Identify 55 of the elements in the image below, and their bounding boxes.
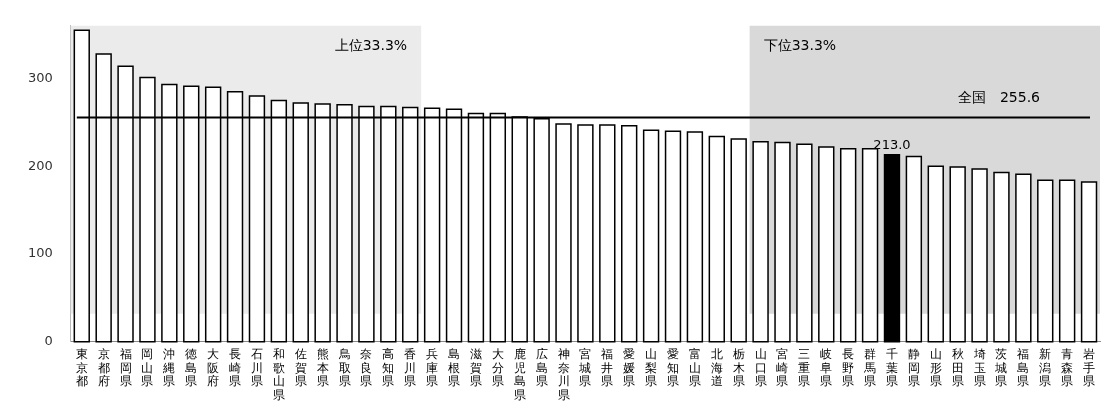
ref-line-label: 全国 255.6 [957,89,1041,106]
x-tick-label: 福島県 [1017,346,1030,389]
x-tick-label: 佐賀県 [294,346,307,389]
x-tick-label: 沖縄県 [162,346,176,389]
x-tick-label: 青森県 [1061,346,1074,389]
x-tick-label: 滋賀県 [469,346,482,389]
x-tick-label: 岐阜県 [820,346,833,389]
x-tick-label: 香川県 [404,346,417,389]
x-tick-label: 茨城県 [994,346,1008,389]
x-tick-label: 鹿児島県 [513,346,526,403]
x-tick-label: 大分県 [491,346,504,389]
data-label: 213.0 [873,136,911,152]
x-tick-label: 福岡県 [119,346,132,389]
x-tick-label: 三重県 [798,346,811,389]
band-label: 上位33.3% [334,37,408,54]
x-tick-label: 静岡県 [907,346,920,389]
x-tick-label: 福井県 [601,346,614,389]
x-tick-label: 富山県 [688,346,701,389]
y-tick-label: 100 [27,245,53,261]
x-tick-label: 岩手県 [1083,346,1096,389]
x-tick-label: 熊本県 [316,346,329,389]
x-tick-label: 宮城県 [578,346,592,389]
x-tick-label: 埼玉県 [972,346,986,389]
x-tick-label: 広島県 [535,346,548,389]
x-tick-label: 長崎県 [229,346,242,389]
x-tick-label: 山口県 [754,346,767,389]
x-tick-label: 千葉県 [885,346,898,389]
x-tick-label: 神奈川県 [557,346,570,403]
x-tick-label: 島根県 [448,346,461,389]
y-tick-label: 300 [27,69,53,85]
x-tick-label: 群馬県 [863,346,877,389]
x-tick-label: 東京都 [75,346,88,389]
x-tick-label: 大阪府 [207,346,220,389]
x-tick-label: 栃木県 [732,346,745,389]
x-tick-label: 兵庫県 [426,346,439,389]
y-tick-label: 0 [44,333,53,349]
band-label: 下位33.3% [763,37,837,54]
y-tick-label: 200 [27,157,53,173]
x-tick-label: 京都府 [97,346,110,389]
x-tick-label: 秋田県 [951,346,964,389]
x-tick-label: 愛知県 [667,346,679,389]
x-tick-label: 奈良県 [360,346,373,389]
x-tick-label: 山梨県 [645,346,658,389]
x-tick-label: 高知県 [382,346,395,389]
x-tick-label: 鳥取県 [337,346,351,389]
x-tick-label: 宮崎県 [776,346,789,389]
x-tick-label: 岡山県 [141,346,154,389]
x-tick-label: 石川県 [250,346,263,389]
x-tick-label: 長野県 [842,346,855,389]
x-tick-label: 北海道 [710,346,723,389]
x-tick-label: 和歌山県 [272,346,285,403]
x-tick-label: 新潟県 [1039,346,1052,389]
x-tick-label: 山形県 [929,346,942,389]
x-tick-label: 愛媛県 [623,346,636,389]
x-tick-label: 徳島県 [185,346,198,389]
